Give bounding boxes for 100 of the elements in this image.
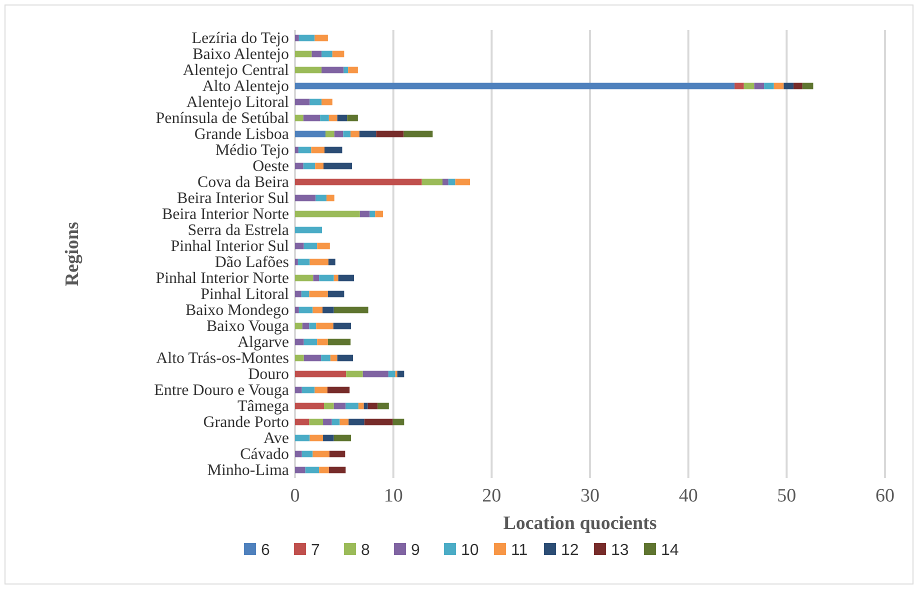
bar [295, 274, 314, 282]
y-tick-label: Alentejo Litoral [186, 94, 290, 112]
y-tick-label: Grande Lisboa [194, 126, 289, 144]
bar [360, 210, 370, 218]
bar [346, 370, 363, 378]
bar [802, 82, 814, 90]
bar [774, 82, 784, 90]
bar [302, 450, 313, 458]
x-tick-label: 30 [580, 485, 600, 506]
bar [302, 386, 315, 394]
bar [305, 466, 320, 474]
bar [347, 114, 358, 122]
y-tick-label: Lezíria do Tejo [192, 30, 289, 48]
bar [314, 386, 328, 394]
legend-label: 12 [561, 542, 579, 559]
legend-label: 10 [461, 542, 479, 559]
y-tick-label: Baixo Vouga [206, 318, 289, 336]
bar [333, 322, 352, 330]
bar [346, 402, 358, 410]
bar [295, 306, 299, 314]
bar [295, 34, 299, 42]
bar [319, 274, 334, 282]
bar [388, 370, 396, 378]
bar [312, 450, 330, 458]
bar [321, 354, 330, 362]
bar [327, 386, 350, 394]
bar [295, 434, 310, 442]
bar [392, 418, 404, 426]
bar [334, 434, 352, 442]
bar [295, 450, 302, 458]
bar [295, 226, 322, 234]
legend-label: 6 [261, 542, 270, 559]
bar [330, 354, 338, 362]
bar [295, 322, 302, 330]
bar [301, 290, 310, 298]
y-tick-label: Alto Trás-os-Montes [156, 350, 289, 368]
y-tick-label: Minho-Lima [207, 462, 289, 480]
bar [295, 418, 310, 426]
bar [313, 274, 320, 282]
bar [298, 258, 310, 266]
bar [337, 354, 354, 362]
bar [314, 34, 328, 42]
y-tick-label: Península de Setúbal [156, 110, 290, 128]
bar [334, 306, 368, 314]
bar [295, 130, 326, 138]
x-axis-title: Location quocients [503, 513, 657, 534]
legend-label: 7 [311, 542, 320, 559]
bar [295, 146, 298, 154]
bar [328, 466, 346, 474]
bar [304, 338, 318, 346]
y-tick-label: Entre Douro e Vouga [154, 382, 289, 400]
bar [295, 66, 322, 74]
bar [404, 130, 433, 138]
bar [422, 178, 442, 186]
bar [368, 402, 378, 410]
bar [310, 98, 322, 106]
bar [316, 194, 326, 202]
bar [348, 66, 358, 74]
bar [370, 210, 376, 218]
bar [764, 82, 774, 90]
bar [323, 434, 334, 442]
bar [455, 178, 470, 186]
y-tick-label: Cova da Beira [197, 174, 289, 192]
bar [295, 178, 422, 186]
y-tick-label: Alto Alentejo [202, 78, 289, 96]
x-tick-label: 20 [482, 485, 502, 506]
bar [304, 242, 318, 250]
bar [320, 114, 329, 122]
bar [298, 34, 315, 42]
bar [298, 146, 312, 154]
bar [295, 210, 360, 218]
bar [295, 194, 316, 202]
bar [309, 290, 328, 298]
bar [754, 82, 764, 90]
x-tick-label: 10 [384, 485, 403, 506]
bar [322, 66, 344, 74]
bar [312, 50, 322, 58]
legend-label: 13 [611, 542, 629, 559]
bar [326, 194, 334, 202]
bar [359, 130, 376, 138]
bar [337, 114, 348, 122]
y-tick-label: Douro [248, 366, 289, 384]
bar [298, 306, 313, 314]
bar [362, 370, 388, 378]
x-tick-label: 0 [290, 485, 300, 506]
bar [376, 130, 404, 138]
bar [310, 434, 324, 442]
bar [744, 82, 754, 90]
bar [319, 466, 329, 474]
y-tick-label: Dão Lafões [214, 254, 289, 272]
bar [364, 402, 368, 410]
bar [295, 354, 304, 362]
y-tick-label: Baixo Alentejo [192, 46, 289, 64]
bar [448, 178, 456, 186]
y-tick-label: Baixo Mondego [185, 302, 289, 320]
bar [310, 258, 328, 266]
bar [323, 418, 332, 426]
bar [334, 402, 346, 410]
y-tick-label: Tâmega [237, 398, 289, 416]
bar [295, 162, 304, 170]
